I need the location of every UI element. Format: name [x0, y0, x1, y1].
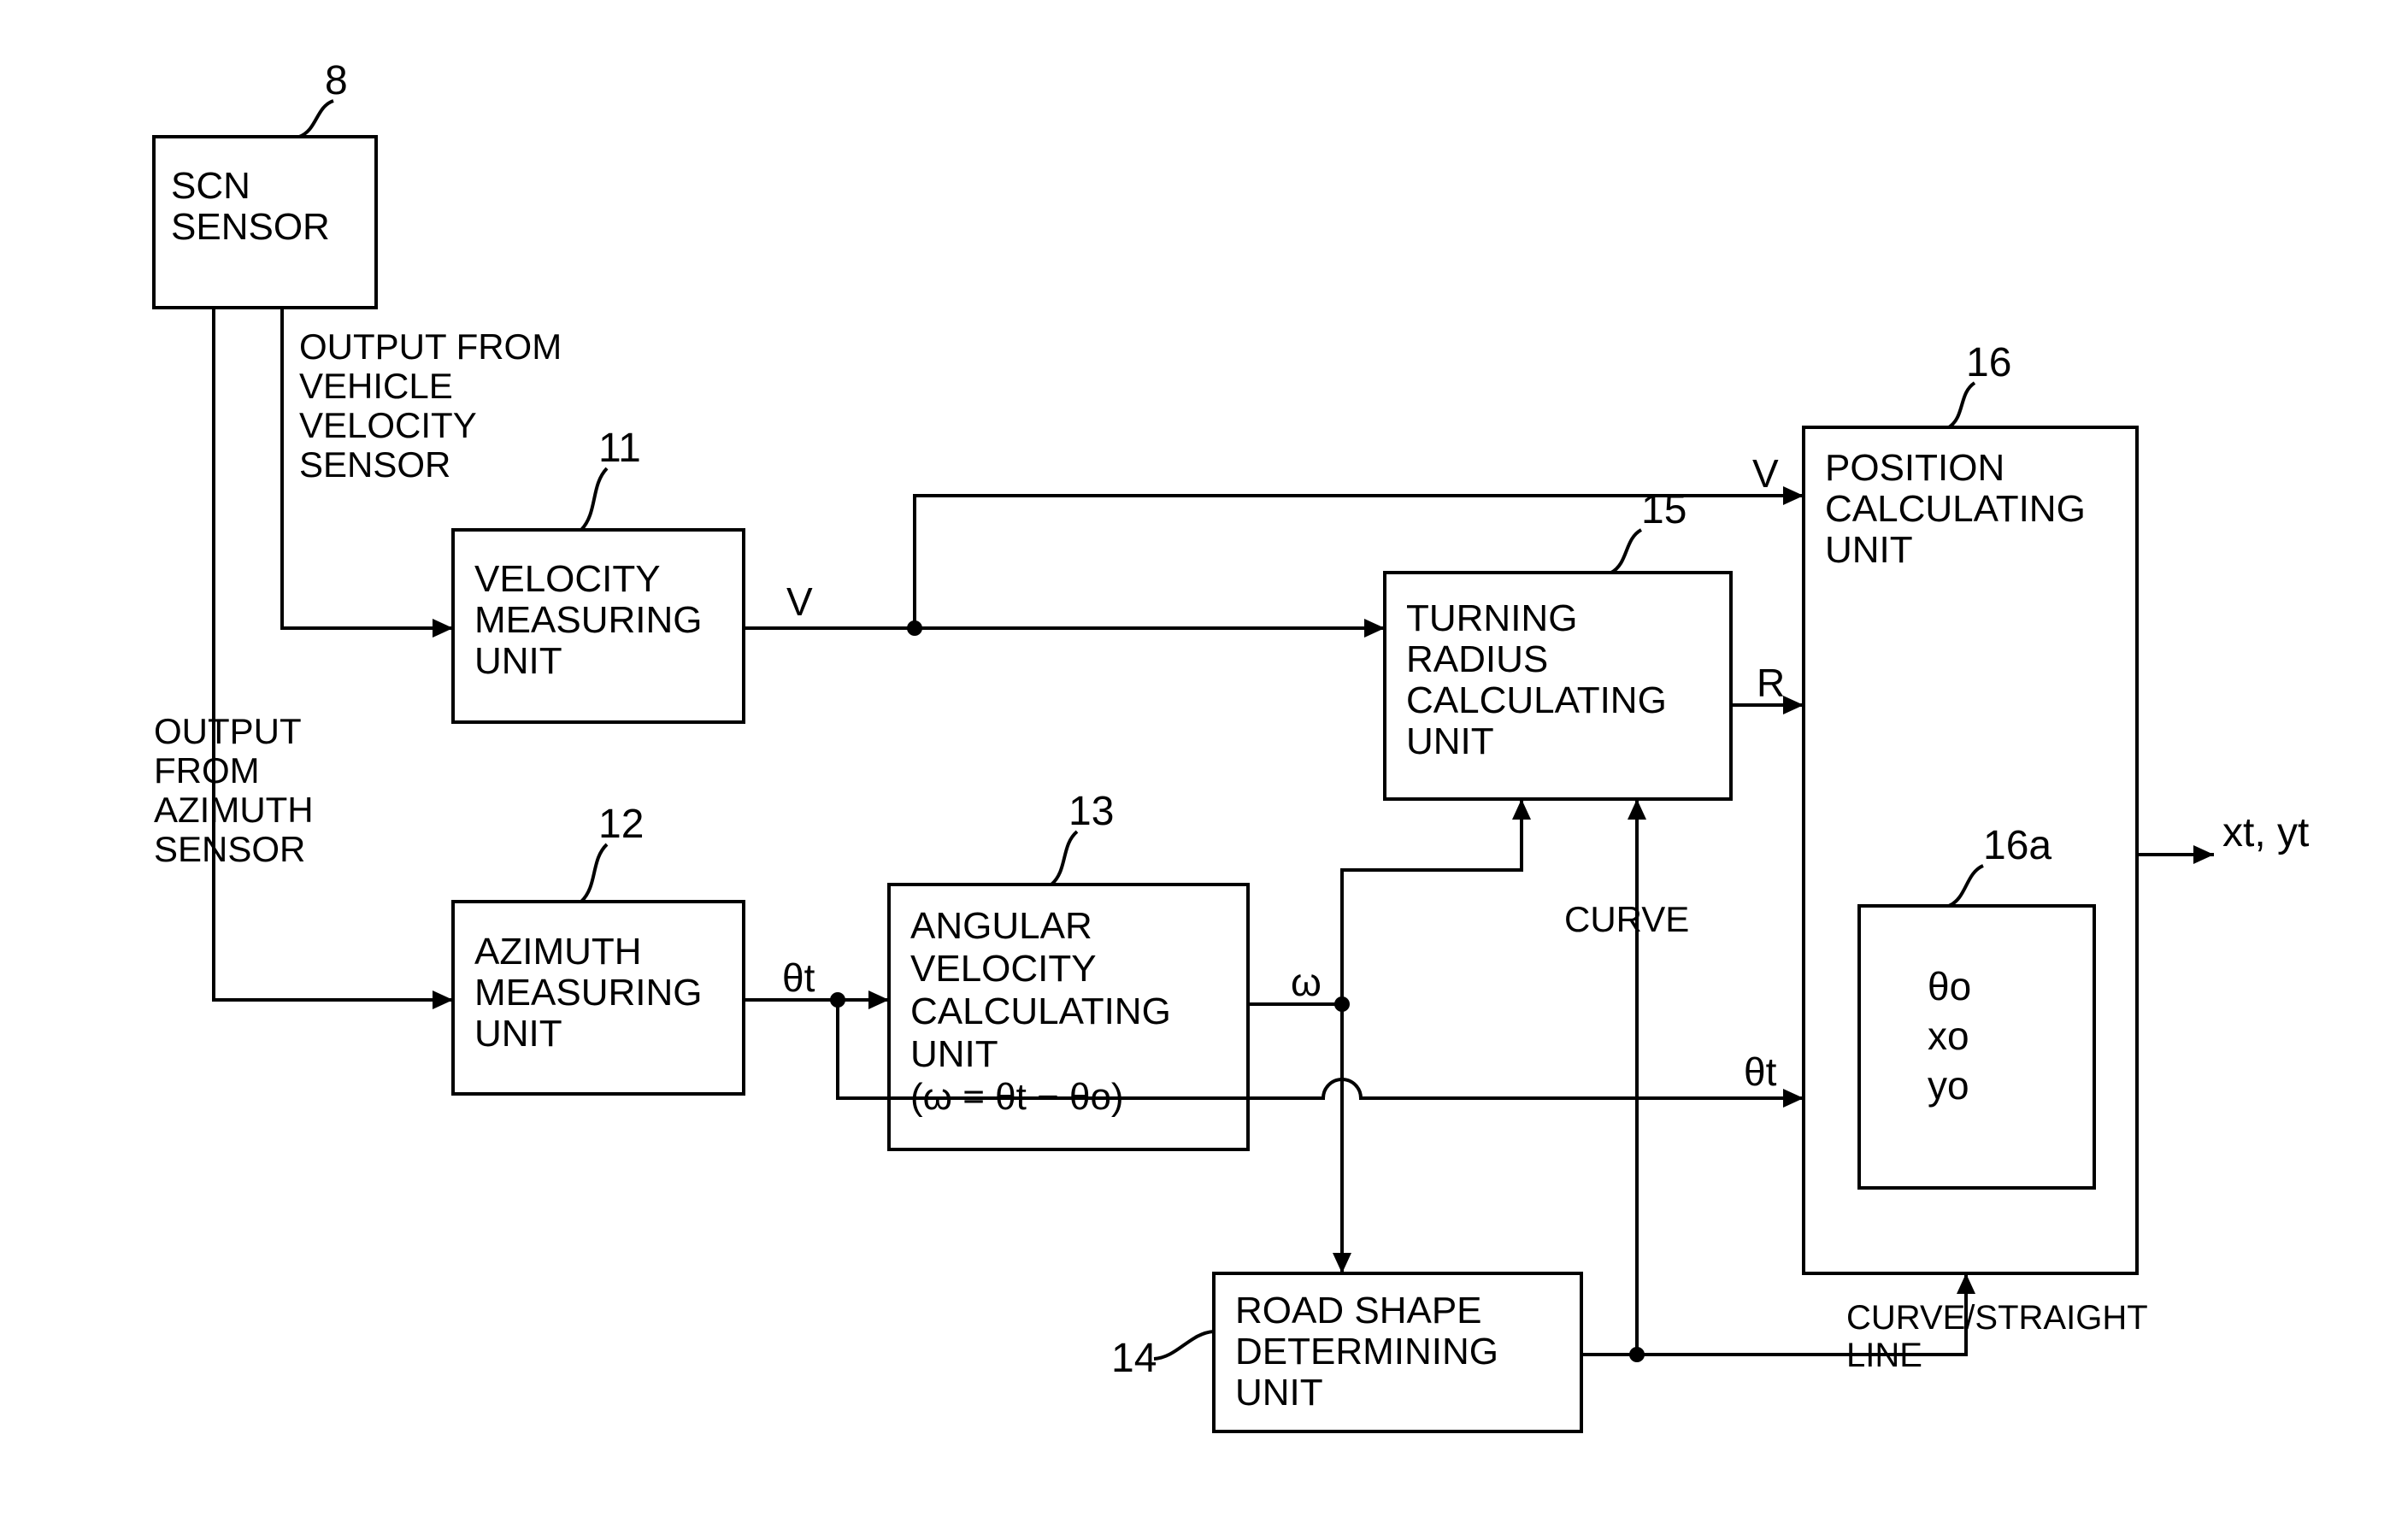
block-road: ROAD SHAPEDETERMININGUNIT 14: [1111, 1273, 1581, 1431]
wire-vel-to-rad: [915, 619, 1385, 638]
ref-11: 11: [598, 426, 641, 471]
edge-label-omega: ω: [1291, 960, 1322, 1004]
wire-ang-to-road: [1333, 1004, 1351, 1273]
arrowhead: [1957, 1273, 1975, 1294]
edge-label-curve: CURVE: [1564, 899, 1689, 939]
block-text: POSITIONCALCULATINGUNIT: [1825, 447, 2086, 571]
ref-leader: [299, 101, 333, 137]
block-ang: ANGULARVELOCITYCALCULATINGUNIT(ω = θt − …: [889, 789, 1248, 1149]
boxes-layer: SCNSENSOR 8 VELOCITYMEASURINGUNIT 11 AZIMUTH…: [154, 58, 2137, 1431]
arrowhead: [1783, 486, 1804, 505]
ref-leader: [1154, 1331, 1214, 1359]
arrowhead: [1333, 1253, 1351, 1273]
edge-label-R: R: [1757, 661, 1785, 705]
block-pos: POSITIONCALCULATINGUNIT 16: [1804, 340, 2137, 1273]
ref-14: 14: [1111, 1336, 1157, 1381]
arrowhead: [1628, 799, 1646, 820]
wire-road-to-rad: [1628, 799, 1646, 1355]
block-rect: [1859, 906, 2094, 1188]
block-text: AZIMUTHMEASURINGUNIT: [474, 931, 702, 1055]
block-diagram: SCNSENSOR 8 VELOCITYMEASURINGUNIT 11 AZIMUTH…: [0, 0, 2390, 1540]
junction-dot: [907, 620, 922, 636]
block-azi: AZIMUTHMEASURINGUNIT 12: [453, 802, 744, 1094]
arrowhead: [433, 990, 453, 1009]
edge-label-cs: CURVE/STRAIGHTLINE: [1846, 1299, 2148, 1374]
ref-leader: [1949, 383, 1975, 427]
wire-path: [1342, 799, 1522, 1004]
block-rad: TURNINGRADIUSCALCULATINGUNIT 15: [1385, 487, 1731, 799]
edge-label-V1: V: [786, 579, 813, 624]
edge-label-V2: V: [1752, 451, 1779, 496]
arrowhead: [868, 990, 889, 1009]
edge-label-out_vel: OUTPUT FROMVEHICLEVELOCITYSENSOR: [299, 326, 562, 485]
block-text: SCNSENSOR: [171, 165, 330, 248]
edge-label-xy: xt, yt: [2222, 810, 2309, 855]
block-text: TURNINGRADIUSCALCULATINGUNIT: [1406, 597, 1667, 762]
block-vel: VELOCITYMEASURINGUNIT 11: [453, 426, 744, 722]
arrowhead: [433, 619, 453, 638]
ref-15: 15: [1641, 487, 1687, 532]
ref-leader: [581, 468, 607, 530]
ref-8: 8: [325, 58, 348, 103]
arrowhead: [1364, 619, 1385, 638]
junction-dot: [830, 992, 845, 1008]
arrowhead: [1512, 799, 1531, 820]
ref-16a: 16a: [1983, 823, 2052, 868]
ref-12: 12: [598, 802, 644, 847]
block-store: θoxoyo 16a: [1859, 823, 2094, 1188]
ref-leader: [1051, 832, 1077, 885]
junction-dot: [1334, 996, 1350, 1012]
block-text: ANGULARVELOCITYCALCULATINGUNIT(ω = θt − …: [910, 905, 1171, 1118]
ref-leader: [1949, 866, 1983, 906]
ref-13: 13: [1068, 789, 1114, 834]
block-text: ROAD SHAPEDETERMININGUNIT: [1235, 1290, 1498, 1414]
junction-dot: [1629, 1347, 1645, 1362]
arrowhead: [1783, 696, 1804, 714]
block-text: VELOCITYMEASURINGUNIT: [474, 558, 702, 682]
wire-ang-to-rad: [1342, 799, 1531, 1004]
edge-label-out_azi: OUTPUTFROMAZIMUTHSENSOR: [154, 711, 314, 869]
edge-label-theta2: θt: [1744, 1049, 1777, 1094]
ref-16: 16: [1966, 340, 2011, 385]
ref-leader: [581, 844, 607, 902]
wire-pos-out: [2137, 845, 2214, 864]
block-scn: SCNSENSOR 8: [154, 58, 376, 308]
arrowhead: [2193, 845, 2214, 864]
arrowhead: [1783, 1089, 1804, 1108]
edge-label-theta1: θt: [782, 955, 815, 1000]
block-text: θoxoyo: [1928, 964, 1971, 1108]
ref-leader: [1611, 530, 1641, 573]
